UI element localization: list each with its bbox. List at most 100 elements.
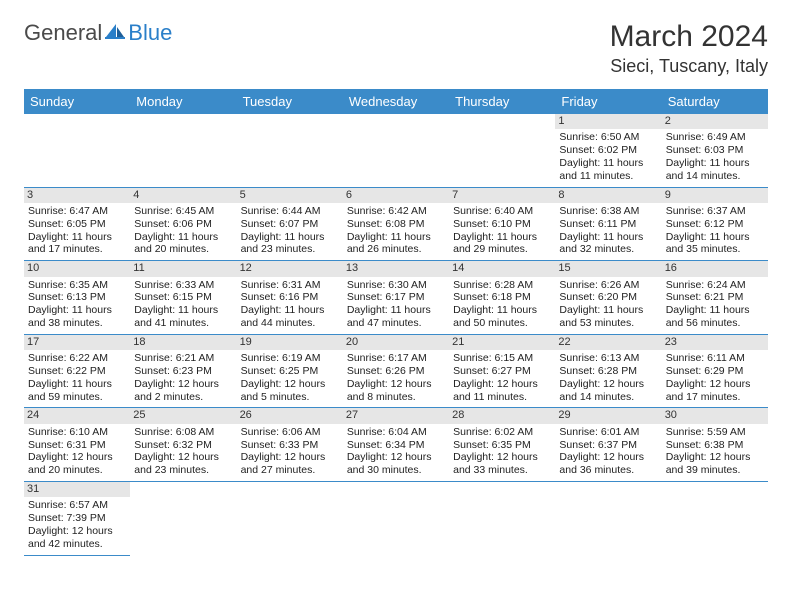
sunset-text: Sunset: 6:22 PM bbox=[28, 365, 126, 378]
calendar-cell: 26Sunrise: 6:06 AMSunset: 6:33 PMDayligh… bbox=[237, 408, 343, 482]
sunset-text: Sunset: 6:35 PM bbox=[453, 439, 551, 452]
calendar-cell: 27Sunrise: 6:04 AMSunset: 6:34 PMDayligh… bbox=[343, 408, 449, 482]
calendar-cell: 3Sunrise: 6:47 AMSunset: 6:05 PMDaylight… bbox=[24, 187, 130, 261]
calendar-cell: 9Sunrise: 6:37 AMSunset: 6:12 PMDaylight… bbox=[662, 187, 768, 261]
calendar-cell: 30 Sunrise: 5:59 AMSunset: 6:38 PMDayligh… bbox=[662, 408, 768, 482]
day-header-row: Sunday Monday Tuesday Wednesday Thursday… bbox=[24, 89, 768, 114]
calendar-cell: 20Sunrise: 6:17 AMSunset: 6:26 PMDayligh… bbox=[343, 334, 449, 408]
sunrise-text: Sunrise: 6:04 AM bbox=[347, 426, 445, 439]
day-number: 23 bbox=[662, 335, 768, 350]
sunrise-text: Sunrise: 6:02 AM bbox=[453, 426, 551, 439]
daylight-text: Daylight: 11 hours and 29 minutes. bbox=[453, 231, 551, 257]
sunrise-text: Sunrise: 6:11 AM bbox=[666, 352, 764, 365]
sunset-text: Sunset: 6:11 PM bbox=[559, 218, 657, 231]
daylight-text: Daylight: 12 hours and 20 minutes. bbox=[28, 451, 126, 477]
calendar-cell bbox=[343, 481, 449, 555]
sunrise-text: Sunrise: 6:40 AM bbox=[453, 205, 551, 218]
calendar-cell bbox=[662, 481, 768, 555]
calendar-table: Sunday Monday Tuesday Wednesday Thursday… bbox=[24, 89, 768, 556]
sunrise-text: Sunrise: 6:33 AM bbox=[134, 279, 232, 292]
calendar-cell: 4Sunrise: 6:45 AMSunset: 6:06 PMDaylight… bbox=[130, 187, 236, 261]
daylight-text: Daylight: 12 hours and 42 minutes. bbox=[28, 525, 126, 551]
sunset-text: Sunset: 6:23 PM bbox=[134, 365, 232, 378]
calendar-row: 10Sunrise: 6:35 AMSunset: 6:13 PMDayligh… bbox=[24, 261, 768, 335]
logo-sail-icon bbox=[104, 20, 126, 46]
sunrise-text: Sunrise: 6:35 AM bbox=[28, 279, 126, 292]
day-header: Monday bbox=[130, 89, 236, 114]
sunrise-text: Sunrise: 6:13 AM bbox=[559, 352, 657, 365]
sunset-text: Sunset: 6:38 PM bbox=[666, 439, 764, 452]
daylight-text: Daylight: 12 hours and 5 minutes. bbox=[241, 378, 339, 404]
day-number: 24 bbox=[24, 408, 130, 423]
calendar-cell: 29Sunrise: 6:01 AMSunset: 6:37 PMDayligh… bbox=[555, 408, 661, 482]
daylight-text: Daylight: 12 hours and 36 minutes. bbox=[559, 451, 657, 477]
day-number: 30 bbox=[662, 408, 768, 423]
calendar-cell bbox=[130, 114, 236, 187]
sunset-text: Sunset: 6:10 PM bbox=[453, 218, 551, 231]
day-number: 27 bbox=[343, 408, 449, 423]
day-number: 25 bbox=[130, 408, 236, 423]
day-number: 13 bbox=[343, 261, 449, 276]
daylight-text: Daylight: 12 hours and 27 minutes. bbox=[241, 451, 339, 477]
calendar-cell: 16Sunrise: 6:24 AMSunset: 6:21 PMDayligh… bbox=[662, 261, 768, 335]
sunrise-text: Sunrise: 6:37 AM bbox=[666, 205, 764, 218]
sunrise-text: Sunrise: 6:22 AM bbox=[28, 352, 126, 365]
daylight-text: Daylight: 11 hours and 44 minutes. bbox=[241, 304, 339, 330]
sunset-text: Sunset: 6:25 PM bbox=[241, 365, 339, 378]
sunset-text: Sunset: 6:13 PM bbox=[28, 291, 126, 304]
calendar-cell: 23Sunrise: 6:11 AMSunset: 6:29 PMDayligh… bbox=[662, 334, 768, 408]
sunrise-text: Sunrise: 6:30 AM bbox=[347, 279, 445, 292]
calendar-cell: 13Sunrise: 6:30 AMSunset: 6:17 PMDayligh… bbox=[343, 261, 449, 335]
day-number: 14 bbox=[449, 261, 555, 276]
day-number: 6 bbox=[343, 188, 449, 203]
sunset-text: Sunset: 6:05 PM bbox=[28, 218, 126, 231]
day-number: 19 bbox=[237, 335, 343, 350]
calendar-cell: 25Sunrise: 6:08 AMSunset: 6:32 PMDayligh… bbox=[130, 408, 236, 482]
day-number: 29 bbox=[555, 408, 661, 423]
day-number: 18 bbox=[130, 335, 236, 350]
calendar-cell: 10Sunrise: 6:35 AMSunset: 6:13 PMDayligh… bbox=[24, 261, 130, 335]
calendar-row: 3Sunrise: 6:47 AMSunset: 6:05 PMDaylight… bbox=[24, 187, 768, 261]
location: Sieci, Tuscany, Italy bbox=[610, 56, 768, 77]
sunrise-text: Sunrise: 5:59 AM bbox=[666, 426, 764, 439]
calendar-row: 1Sunrise: 6:50 AMSunset: 6:02 PMDaylight… bbox=[24, 114, 768, 187]
sunset-text: Sunset: 6:34 PM bbox=[347, 439, 445, 452]
sunset-text: Sunset: 6:16 PM bbox=[241, 291, 339, 304]
day-number: 17 bbox=[24, 335, 130, 350]
sunrise-text: Sunrise: 6:15 AM bbox=[453, 352, 551, 365]
sunrise-text: Sunrise: 6:26 AM bbox=[559, 279, 657, 292]
sunset-text: Sunset: 6:08 PM bbox=[347, 218, 445, 231]
sunset-text: Sunset: 6:21 PM bbox=[666, 291, 764, 304]
day-number: 28 bbox=[449, 408, 555, 423]
day-number: 8 bbox=[555, 188, 661, 203]
daylight-text: Daylight: 12 hours and 39 minutes. bbox=[666, 451, 764, 477]
daylight-text: Daylight: 11 hours and 50 minutes. bbox=[453, 304, 551, 330]
day-number: 31 bbox=[24, 482, 130, 497]
sunrise-text: Sunrise: 6:28 AM bbox=[453, 279, 551, 292]
day-number: 26 bbox=[237, 408, 343, 423]
day-number: 4 bbox=[130, 188, 236, 203]
sunset-text: Sunset: 6:17 PM bbox=[347, 291, 445, 304]
sunset-text: Sunset: 6:26 PM bbox=[347, 365, 445, 378]
sunset-text: Sunset: 7:39 PM bbox=[28, 512, 126, 525]
day-header: Thursday bbox=[449, 89, 555, 114]
sunrise-text: Sunrise: 6:57 AM bbox=[28, 499, 126, 512]
day-number: 9 bbox=[662, 188, 768, 203]
sunrise-text: Sunrise: 6:17 AM bbox=[347, 352, 445, 365]
daylight-text: Daylight: 11 hours and 59 minutes. bbox=[28, 378, 126, 404]
sunrise-text: Sunrise: 6:44 AM bbox=[241, 205, 339, 218]
title-block: March 2024 Sieci, Tuscany, Italy bbox=[610, 20, 768, 77]
sunrise-text: Sunrise: 6:45 AM bbox=[134, 205, 232, 218]
day-number: 2 bbox=[662, 114, 768, 129]
sunrise-text: Sunrise: 6:19 AM bbox=[241, 352, 339, 365]
calendar-cell bbox=[449, 481, 555, 555]
day-header: Sunday bbox=[24, 89, 130, 114]
sunset-text: Sunset: 6:33 PM bbox=[241, 439, 339, 452]
daylight-text: Daylight: 11 hours and 23 minutes. bbox=[241, 231, 339, 257]
daylight-text: Daylight: 12 hours and 17 minutes. bbox=[666, 378, 764, 404]
calendar-cell: 15Sunrise: 6:26 AMSunset: 6:20 PMDayligh… bbox=[555, 261, 661, 335]
sunrise-text: Sunrise: 6:49 AM bbox=[666, 131, 764, 144]
calendar-cell: 19 Sunrise: 6:19 AMSunset: 6:25 PMDayligh… bbox=[237, 334, 343, 408]
daylight-text: Daylight: 11 hours and 17 minutes. bbox=[28, 231, 126, 257]
sunset-text: Sunset: 6:32 PM bbox=[134, 439, 232, 452]
